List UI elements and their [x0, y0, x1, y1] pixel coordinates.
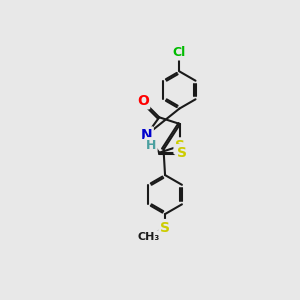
- Text: H: H: [146, 139, 156, 152]
- Text: N: N: [141, 128, 152, 142]
- Text: S: S: [160, 220, 170, 235]
- Text: S: S: [177, 146, 187, 160]
- Text: O: O: [137, 94, 149, 108]
- Text: CH₃: CH₃: [137, 232, 160, 242]
- Text: S: S: [175, 139, 185, 153]
- Text: Cl: Cl: [173, 46, 186, 59]
